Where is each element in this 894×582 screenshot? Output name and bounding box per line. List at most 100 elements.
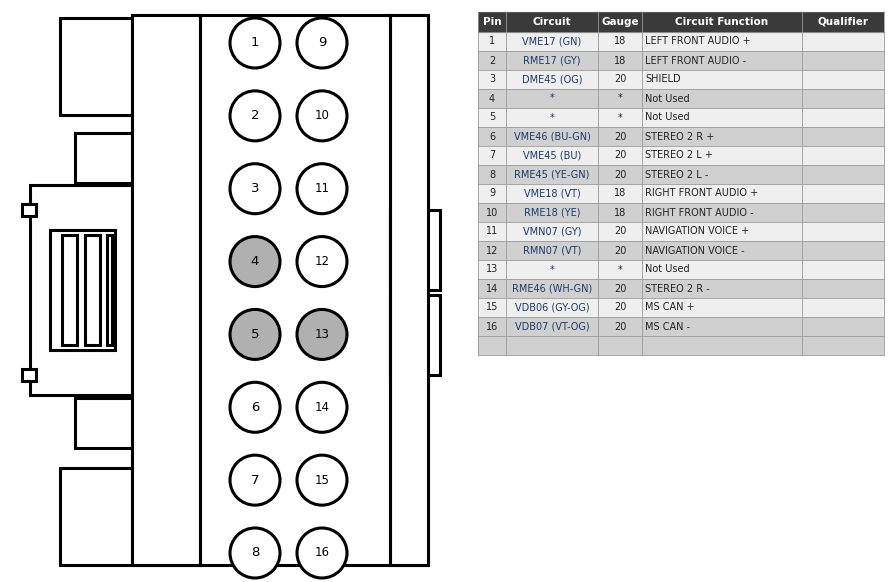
Text: 18: 18 [614,55,626,66]
Text: 20: 20 [614,169,626,179]
Bar [478,298,884,317]
Circle shape [230,91,280,141]
Bar [478,51,884,70]
Text: 16: 16 [485,321,498,332]
Circle shape [230,382,280,432]
Text: RME45 (YE-GN): RME45 (YE-GN) [514,169,590,179]
Text: 3: 3 [250,182,259,195]
Bar [478,203,884,222]
Text: RMN07 (VT): RMN07 (VT) [523,246,581,255]
Text: Pin: Pin [483,17,502,27]
Bar [75,398,132,448]
Text: SHIELD: SHIELD [645,74,680,84]
Text: *: * [618,94,622,104]
Bar [478,222,884,241]
Text: 5: 5 [489,112,495,122]
Text: 18: 18 [614,37,626,47]
Text: Gauge: Gauge [601,17,639,27]
Bar [478,184,884,203]
Circle shape [297,455,347,505]
Text: 13: 13 [315,328,329,341]
Text: Not Used: Not Used [645,264,689,275]
Text: 2: 2 [489,55,495,66]
Bar [478,108,884,127]
Text: 18: 18 [614,208,626,218]
Text: RIGHT FRONT AUDIO -: RIGHT FRONT AUDIO - [645,208,754,218]
Text: VME45 (BU): VME45 (BU) [523,151,581,161]
Text: 4: 4 [251,255,259,268]
Circle shape [230,455,280,505]
Circle shape [297,382,347,432]
Text: 15: 15 [485,303,498,313]
Text: 20: 20 [614,303,626,313]
Text: *: * [550,112,554,122]
Text: 1: 1 [489,37,495,47]
Bar [85,235,100,345]
Bar [390,210,440,290]
Text: 11: 11 [485,226,498,236]
Bar [478,260,884,279]
Text: 4: 4 [489,94,495,104]
Text: 8: 8 [489,169,495,179]
Text: Not Used: Not Used [645,94,689,104]
Text: Circuit: Circuit [533,17,571,27]
Circle shape [297,236,347,286]
Circle shape [230,528,280,578]
Circle shape [230,310,280,360]
Circle shape [230,164,280,214]
Bar [478,317,884,336]
Circle shape [297,310,347,360]
Text: *: * [618,112,622,122]
Circle shape [297,164,347,214]
Bar [62,235,77,345]
Bar [50,230,115,350]
Bar [132,15,428,565]
Text: 16: 16 [315,546,330,559]
Bar [60,468,132,565]
Text: STEREO 2 R -: STEREO 2 R - [645,283,710,293]
Bar [30,185,132,395]
Text: LEFT FRONT AUDIO -: LEFT FRONT AUDIO - [645,55,746,66]
Text: 7: 7 [250,474,259,487]
Text: 18: 18 [614,189,626,198]
Text: STEREO 2 L -: STEREO 2 L - [645,169,708,179]
Text: 14: 14 [485,283,498,293]
Bar [107,235,112,345]
Bar [390,295,440,375]
Text: 1: 1 [250,37,259,49]
Bar [478,146,884,165]
Text: *: * [550,264,554,275]
Text: RME46 (WH-GN): RME46 (WH-GN) [512,283,592,293]
Bar [60,18,132,115]
Text: 20: 20 [614,321,626,332]
Text: 9: 9 [317,37,326,49]
Text: 14: 14 [315,401,330,414]
Bar [75,133,132,183]
Text: 10: 10 [315,109,329,122]
Text: *: * [550,94,554,104]
Text: 20: 20 [614,246,626,255]
Text: 20: 20 [614,283,626,293]
Text: 20: 20 [614,226,626,236]
Bar [390,15,428,565]
Text: STEREO 2 L +: STEREO 2 L + [645,151,713,161]
Text: 12: 12 [315,255,330,268]
Text: NAVIGATION VOICE +: NAVIGATION VOICE + [645,226,749,236]
Text: Circuit Function: Circuit Function [676,17,769,27]
Text: 15: 15 [315,474,329,487]
Text: 2: 2 [250,109,259,122]
Text: STEREO 2 R +: STEREO 2 R + [645,132,714,141]
Text: 11: 11 [315,182,330,195]
Text: 5: 5 [250,328,259,341]
Text: VMN07 (GY): VMN07 (GY) [523,226,581,236]
Text: RIGHT FRONT AUDIO +: RIGHT FRONT AUDIO + [645,189,758,198]
Text: MS CAN -: MS CAN - [645,321,690,332]
Text: 13: 13 [485,264,498,275]
Circle shape [230,236,280,286]
Text: 7: 7 [489,151,495,161]
Text: 20: 20 [614,151,626,161]
Bar [22,369,36,381]
Text: LEFT FRONT AUDIO +: LEFT FRONT AUDIO + [645,37,751,47]
Circle shape [297,91,347,141]
Bar [478,336,884,355]
